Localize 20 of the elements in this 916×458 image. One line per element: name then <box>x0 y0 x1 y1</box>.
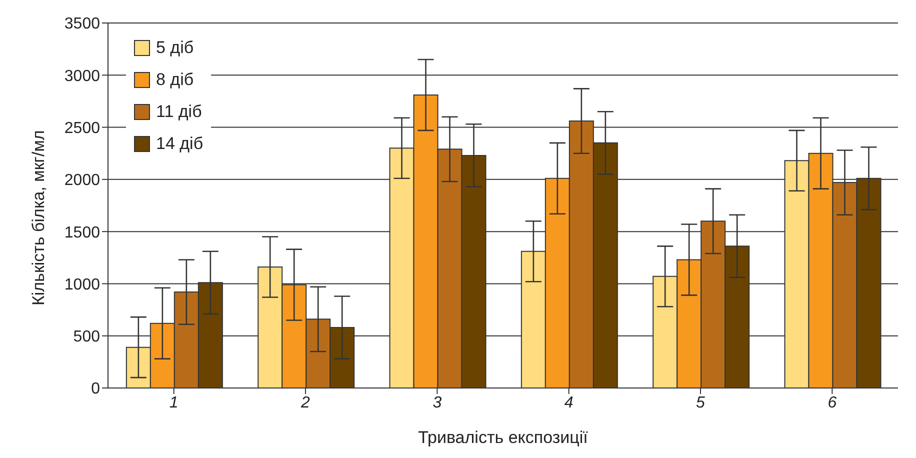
x-axis-title: Тривалість експозиції <box>418 428 588 447</box>
y-tick-label: 2500 <box>64 120 100 137</box>
y-tick-label: 0 <box>91 380 100 398</box>
x-tick-label: 1 <box>169 394 178 412</box>
legend-label: 5 діб <box>156 38 194 58</box>
y-tick-label: 3000 <box>64 68 100 85</box>
legend-label: 14 діб <box>156 134 204 154</box>
x-tick-label: 5 <box>696 394 706 412</box>
x-tick-label: 6 <box>828 394 837 412</box>
legend-label: 8 діб <box>156 70 194 90</box>
y-tick-label: 500 <box>73 328 100 346</box>
y-tick-label: 3500 <box>64 16 100 33</box>
y-axis-title: Кількість білка, мкг/мл <box>29 130 48 306</box>
y-tick-label: 1000 <box>64 276 100 294</box>
x-tick-label: 4 <box>564 394 574 412</box>
legend-label: 11 діб <box>156 102 202 122</box>
x-tick-label: 2 <box>300 394 310 412</box>
y-tick-label: 2000 <box>64 172 100 190</box>
y-tick-label: 1500 <box>64 224 100 242</box>
x-tick-label: 3 <box>432 394 442 412</box>
